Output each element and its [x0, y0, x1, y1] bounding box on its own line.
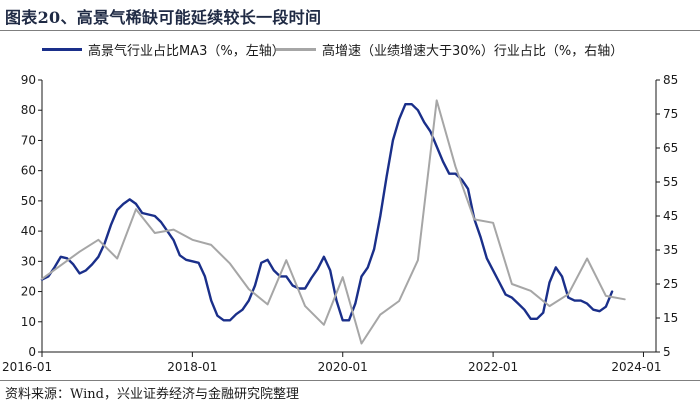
x-tick-label: 2016-01: [2, 360, 52, 374]
right-tick-label: 5: [663, 345, 671, 359]
left-tick-label: 10: [21, 315, 36, 329]
legend-swatch-high-growth: [276, 47, 316, 51]
left-tick-label: 90: [21, 73, 36, 87]
chart-legend: 高景气行业占比MA3（%，左轴） 高增速（业绩增速大于30%）行业占比（%，右轴…: [0, 36, 700, 62]
source-divider: [0, 380, 700, 381]
right-tick-label: 15: [663, 311, 678, 325]
title-bar: 图表20、高景气稀缺可能延续较长一段时间: [0, 0, 700, 28]
right-tick-label: 65: [663, 141, 678, 155]
left-tick-label: 30: [21, 254, 36, 268]
left-tick-label: 40: [21, 224, 36, 238]
right-tick-label: 55: [663, 175, 678, 189]
right-tick-label: 25: [663, 277, 678, 291]
source-note: 资料来源：Wind，兴业证券经济与金融研究院整理: [5, 387, 299, 402]
series-line-high-growth: [41, 99, 626, 345]
right-tick-label: 45: [663, 209, 678, 223]
x-tick-label: 2020-01: [318, 360, 368, 374]
x-tick-label: 2024-01: [611, 360, 661, 374]
left-tick-label: 80: [21, 103, 36, 117]
legend-label-ma3: 高景气行业占比MA3（%，左轴）: [88, 43, 285, 59]
x-tick-label: 2022-01: [468, 360, 518, 374]
legend-swatch-ma3: [42, 47, 82, 51]
legend-item-high-growth: 高增速（业绩增速大于30%）行业占比（%，右轴）: [276, 36, 623, 62]
left-tick-label: 20: [21, 285, 36, 299]
legend-label-high-growth: 高增速（业绩增速大于30%）行业占比（%，右轴）: [322, 43, 624, 59]
left-tick-label: 60: [21, 164, 36, 178]
left-tick-label: 70: [21, 133, 36, 147]
right-tick-label: 85: [663, 73, 678, 87]
left-tick-label: 0: [28, 345, 36, 359]
line-chart: 0 10 20 30 40 50 60 70 80 90 5 15 25 35 45 55 65 75 85 2016…: [2, 73, 678, 374]
x-tick-label: 2018-01: [167, 360, 217, 374]
series-line-ma3: [40, 103, 614, 322]
chart-title: 图表20、高景气稀缺可能延续较长一段时间: [5, 8, 322, 27]
right-tick-label: 75: [663, 107, 678, 121]
chart-area: 0 10 20 30 40 50 60 70 80 90 5 15 25 35 45 55 65 75 85 2016…: [0, 62, 700, 378]
title-divider: [0, 30, 700, 31]
legend-item-ma3: 高景气行业占比MA3（%，左轴）: [42, 36, 285, 62]
left-tick-label: 50: [21, 194, 36, 208]
right-tick-label: 35: [663, 243, 678, 257]
